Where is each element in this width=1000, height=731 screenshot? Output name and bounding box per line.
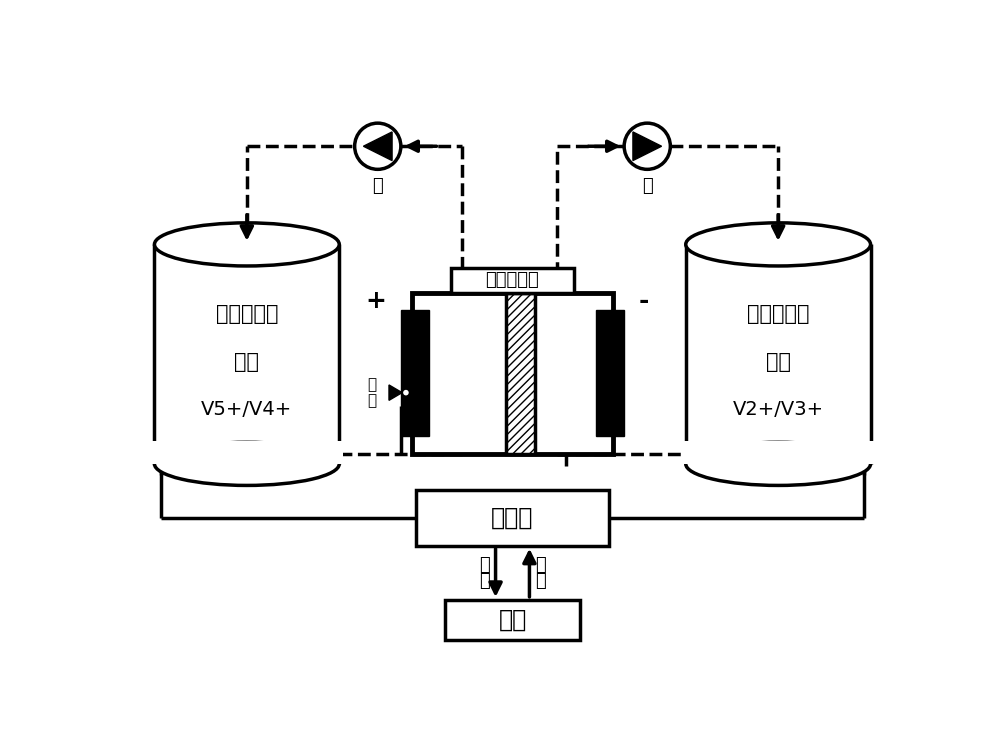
Text: 充电机: 充电机: [491, 506, 534, 530]
Polygon shape: [389, 385, 402, 401]
Ellipse shape: [154, 223, 339, 266]
Text: 主: 主: [367, 377, 377, 393]
Text: V5+/V4+: V5+/V4+: [201, 400, 292, 419]
Bar: [401, 311, 412, 436]
Text: 钒电池电堆: 钒电池电堆: [486, 271, 539, 289]
Bar: [613, 311, 624, 436]
Text: -: -: [638, 289, 649, 313]
Circle shape: [624, 123, 670, 170]
Bar: [151, 441, 343, 464]
Bar: [412, 292, 613, 454]
Bar: [412, 311, 429, 436]
Ellipse shape: [686, 223, 871, 266]
Polygon shape: [633, 132, 662, 161]
Text: 储罐: 储罐: [234, 352, 259, 372]
Text: 泵: 泵: [642, 178, 653, 195]
Bar: [506, 292, 535, 454]
Text: 泵: 泵: [372, 178, 383, 195]
Text: 正极电解液: 正极电解液: [216, 304, 278, 324]
Ellipse shape: [154, 442, 339, 485]
Text: 阀: 阀: [367, 393, 377, 408]
Text: 负极电解液: 负极电解液: [747, 304, 809, 324]
Text: 储罐: 储罐: [766, 352, 791, 372]
Circle shape: [355, 123, 401, 170]
Text: 电网: 电网: [498, 607, 527, 632]
Text: V2+/V3+: V2+/V3+: [733, 400, 824, 419]
Text: 电: 电: [535, 572, 546, 589]
Bar: [445, 599, 580, 640]
Polygon shape: [363, 132, 392, 161]
Text: 充: 充: [535, 556, 546, 574]
Ellipse shape: [686, 442, 871, 485]
Text: +: +: [366, 289, 387, 313]
Bar: [451, 268, 574, 292]
Bar: [416, 491, 609, 546]
Circle shape: [402, 389, 410, 396]
Bar: [682, 441, 874, 464]
Text: 放: 放: [479, 556, 490, 574]
Text: 电: 电: [479, 572, 490, 589]
Bar: [596, 311, 613, 436]
